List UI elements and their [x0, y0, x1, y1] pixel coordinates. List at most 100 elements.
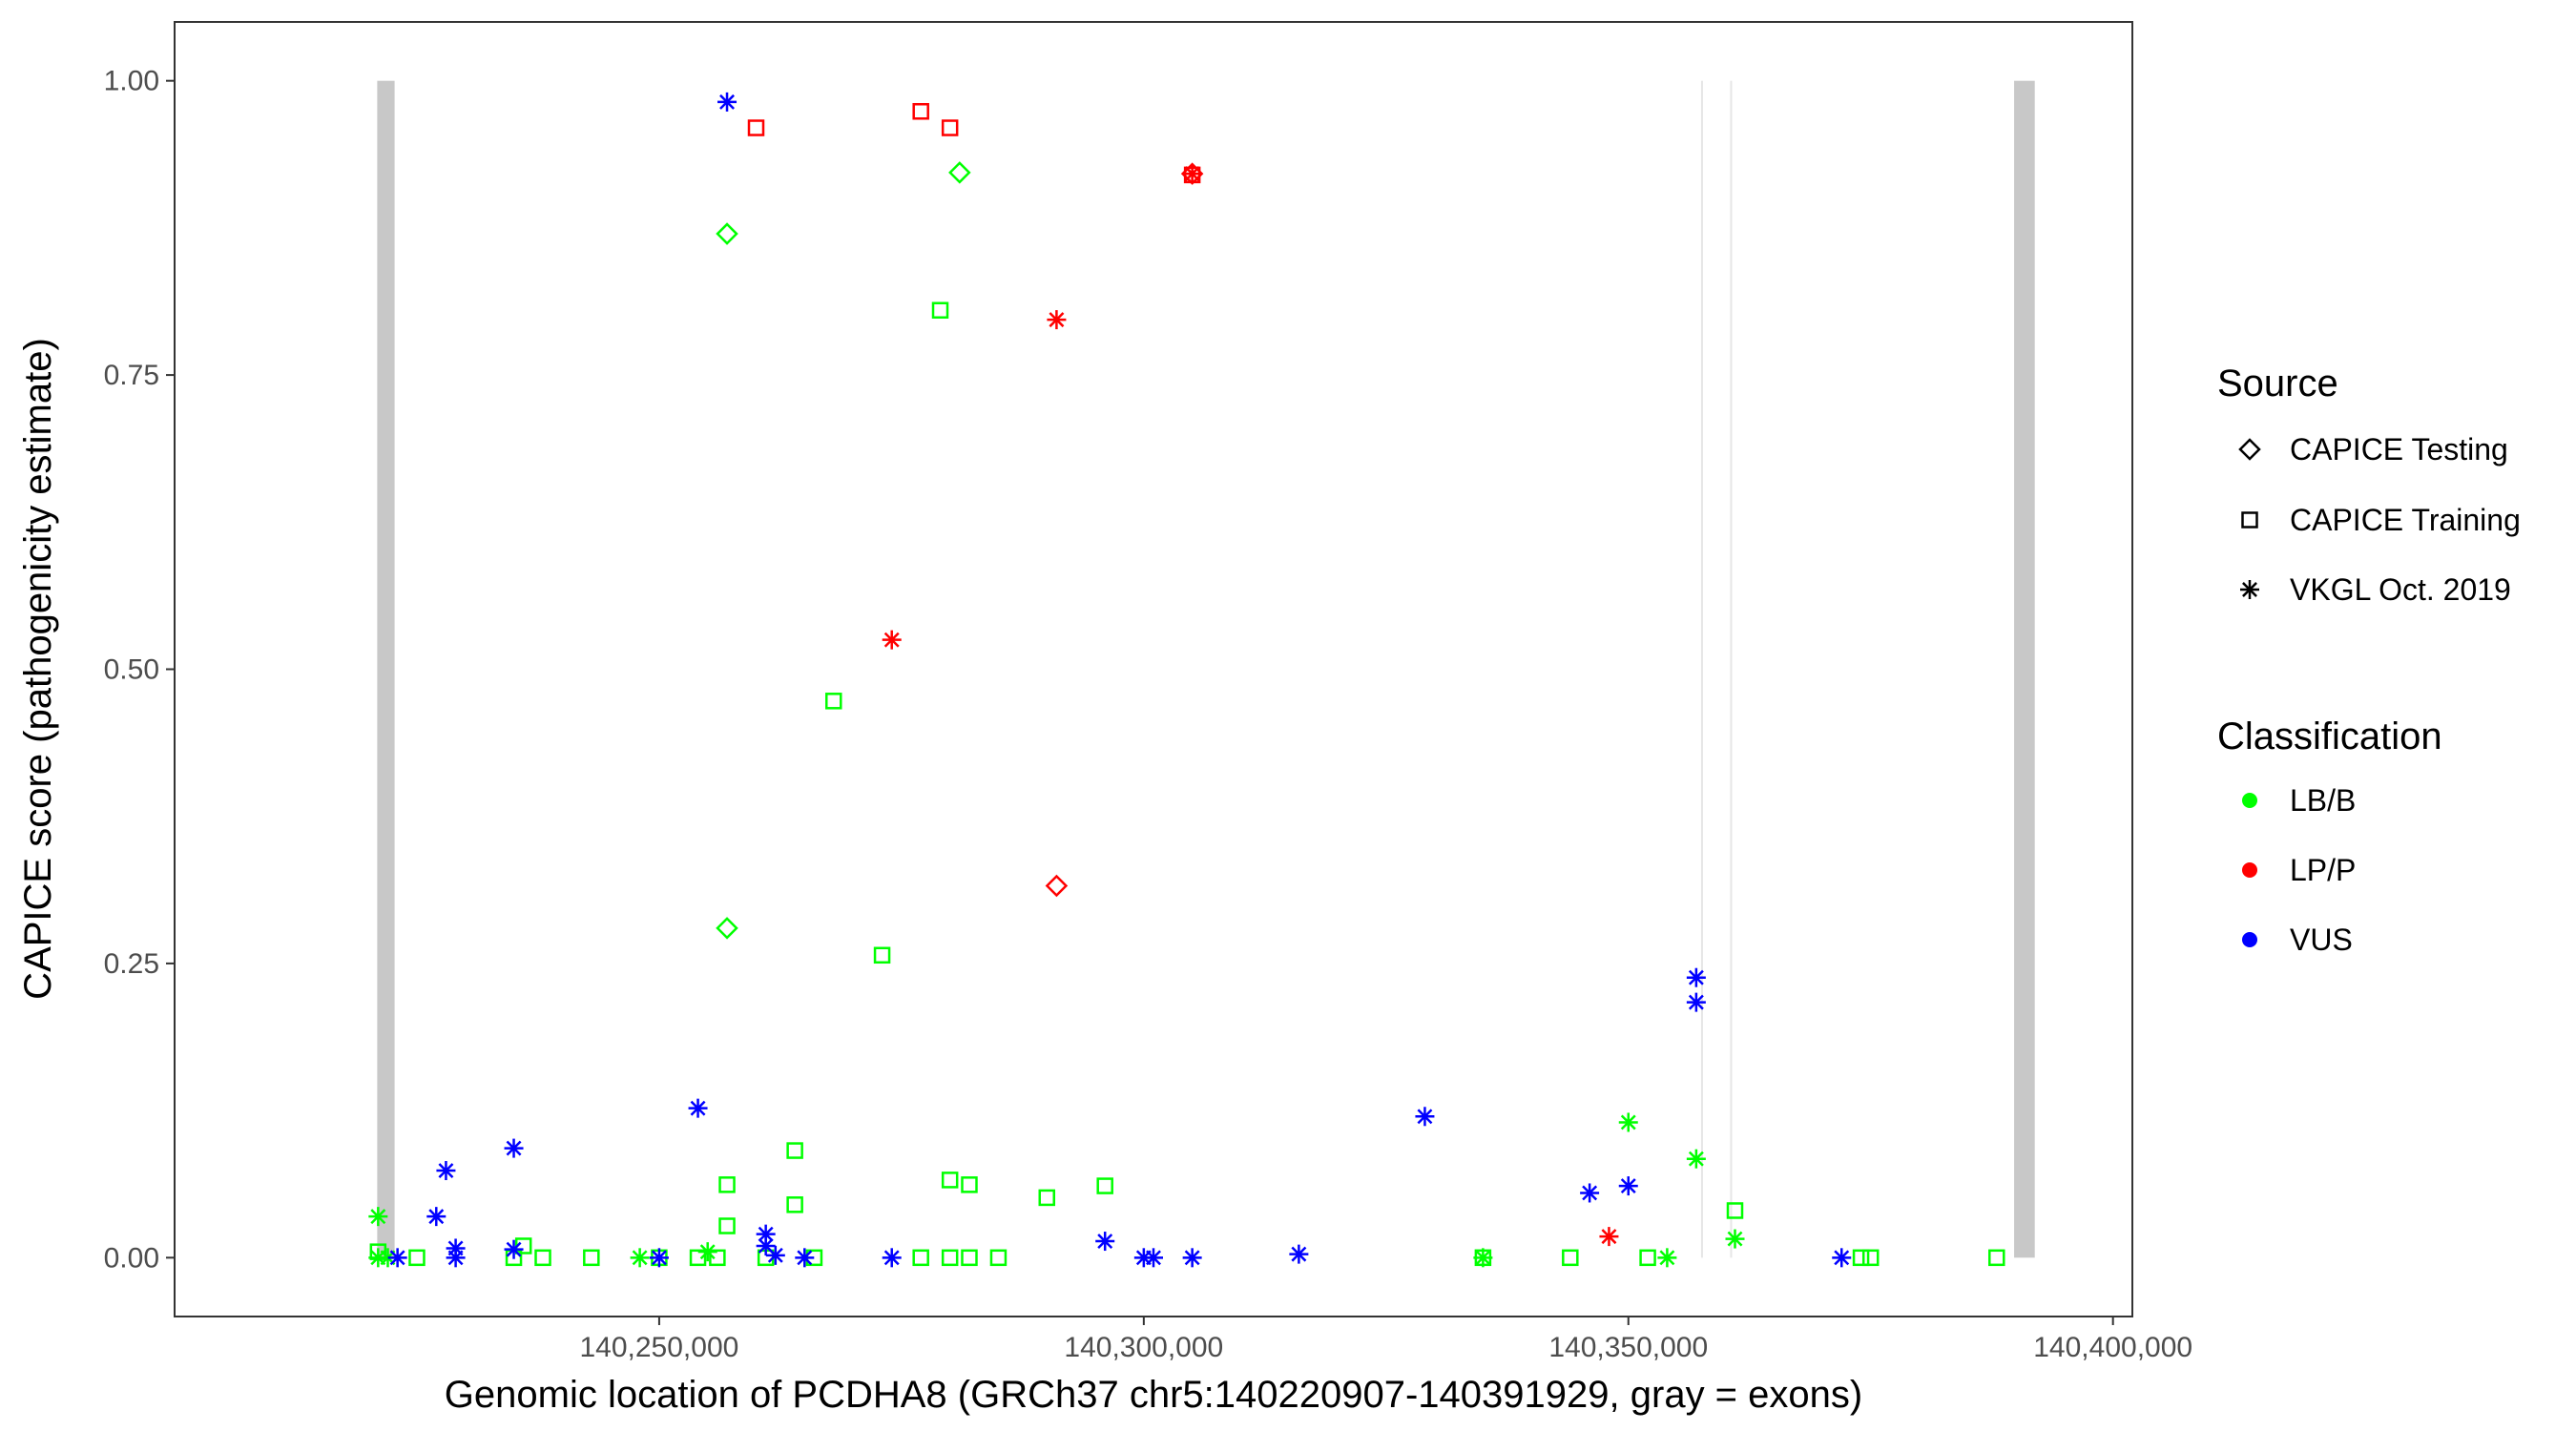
data-point-square-10 [961, 1176, 978, 1193]
legend-class-label-vus: VUS [2290, 923, 2353, 957]
y-tick-label: 0.75 [104, 360, 159, 391]
exon-band-3 [1730, 80, 1733, 1258]
data-point-square-24 [689, 1249, 707, 1267]
exon-band-1 [377, 80, 395, 1258]
data-point-asterisk-12 [436, 1161, 456, 1181]
legend-source-label-testing: CAPICE Testing [2290, 432, 2508, 467]
exon-band-2 [1700, 80, 1703, 1258]
legend-class-keys [2242, 793, 2257, 947]
plot-panel [174, 21, 2133, 1317]
data-point-square-33 [1562, 1249, 1579, 1267]
legend: Source CAPICE Testing CAPICE Training VK… [2217, 363, 2521, 957]
data-point-asterisk-39 [1657, 1248, 1677, 1268]
data-point-asterisk-36 [1182, 1248, 1202, 1268]
data-point-asterisk-23 [504, 1239, 524, 1259]
x-tick-label: 140,250,000 [579, 1332, 738, 1363]
data-point-asterisk-35 [1144, 1248, 1163, 1268]
data-point-asterisk-40 [1832, 1248, 1852, 1268]
data-point-square-19 [408, 1249, 426, 1267]
legend-class-label-lpp: LP/P [2290, 853, 2356, 887]
y-tick-label: 0.25 [104, 948, 159, 980]
data-points [368, 92, 2005, 1268]
data-point-asterisk-3 [1047, 310, 1067, 330]
data-point-diamond-2 [716, 917, 738, 940]
data-point-asterisk-8 [1415, 1107, 1435, 1127]
data-point-diamond-4 [1045, 874, 1069, 898]
data-point-square-7 [873, 946, 891, 964]
legend-class-label-lbb: LB/B [2290, 783, 2356, 818]
data-point-asterisk-13 [1618, 1176, 1638, 1196]
data-point-asterisk-4 [882, 630, 902, 650]
data-point-square-36 [1861, 1249, 1880, 1267]
data-point-square-2 [912, 103, 929, 120]
y-tick-label: 0.50 [104, 654, 159, 686]
data-point-asterisk-10 [504, 1138, 524, 1158]
data-point-square-28 [912, 1249, 929, 1267]
data-point-square-14 [786, 1196, 803, 1213]
y-tick-label: 0.00 [104, 1242, 159, 1274]
legend-key-square [2241, 511, 2258, 529]
data-point-asterisk-1 [717, 92, 737, 112]
data-point-asterisk-24 [697, 1242, 717, 1262]
data-point-asterisk-14 [1580, 1183, 1600, 1203]
data-point-diamond-3 [948, 161, 971, 184]
data-point-square-30 [961, 1249, 978, 1267]
data-point-square-1 [747, 119, 765, 136]
data-point-square-6 [825, 693, 842, 710]
data-point-square-34 [1639, 1249, 1656, 1267]
data-point-square-13 [1038, 1189, 1056, 1207]
legend-source-keys [2238, 438, 2261, 599]
data-point-asterisk-33 [882, 1248, 902, 1268]
y-axis-title: CAPICE score (pathogenicity estimate) [17, 338, 59, 1000]
data-point-square-16 [718, 1217, 736, 1234]
legend-key-lbb [2242, 793, 2257, 808]
data-point-square-21 [534, 1249, 551, 1267]
data-point-asterisk-16 [368, 1207, 388, 1227]
data-point-asterisk-37 [1289, 1244, 1309, 1264]
data-point-asterisk-18 [1599, 1227, 1619, 1247]
data-point-asterisk-7 [688, 1098, 708, 1118]
legend-key-lpp [2242, 862, 2257, 878]
data-point-asterisk-6 [1686, 992, 1706, 1012]
data-point-square-37 [1988, 1249, 2005, 1267]
data-point-square-15 [1726, 1202, 1744, 1219]
legend-classification-title: Classification [2217, 716, 2442, 757]
data-point-square-5 [931, 301, 949, 319]
legend-key-vus [2242, 932, 2257, 947]
legend-key-asterisk [2240, 580, 2259, 599]
data-point-diamond-1 [716, 222, 738, 245]
data-point-square-35 [1852, 1249, 1870, 1267]
data-point-asterisk-2 [1182, 164, 1202, 184]
data-point-asterisk-27 [387, 1248, 407, 1268]
axes: 0.00 0.25 0.50 0.75 1.00 140,250,000 140,300,0… [104, 66, 2192, 1363]
data-point-square-29 [941, 1249, 959, 1267]
legend-source-label-vkgl: VKGL Oct. 2019 [2290, 572, 2511, 607]
data-point-asterisk-9 [1618, 1112, 1638, 1132]
data-point-asterisk-5 [1686, 967, 1706, 987]
data-point-asterisk-32 [795, 1248, 815, 1268]
y-tick-label: 1.00 [104, 66, 159, 97]
data-point-asterisk-19 [1725, 1229, 1745, 1249]
data-point-square-25 [709, 1249, 726, 1267]
exon-band-4 [2014, 80, 2035, 1258]
legend-source-label-training: CAPICE Training [2290, 503, 2521, 537]
legend-source-title: Source [2217, 363, 2338, 404]
data-point-asterisk-30 [649, 1248, 669, 1268]
legend-key-diamond [2238, 438, 2261, 461]
data-point-square-9 [941, 1172, 959, 1189]
x-tick-label: 140,300,000 [1064, 1332, 1223, 1363]
exon-bands [377, 80, 2035, 1258]
data-point-square-31 [989, 1249, 1008, 1267]
data-point-asterisk-38 [1473, 1248, 1493, 1268]
data-point-asterisk-31 [765, 1245, 785, 1265]
x-tick-label: 140,400,000 [2033, 1332, 2192, 1363]
data-point-asterisk-15 [426, 1207, 447, 1227]
x-tick-label: 140,350,000 [1548, 1332, 1708, 1363]
data-point-square-3 [941, 119, 959, 136]
data-point-asterisk-28 [446, 1248, 466, 1268]
data-point-square-22 [583, 1249, 600, 1267]
data-point-square-12 [1096, 1177, 1113, 1194]
data-point-asterisk-29 [630, 1248, 650, 1268]
data-point-square-11 [718, 1176, 736, 1193]
